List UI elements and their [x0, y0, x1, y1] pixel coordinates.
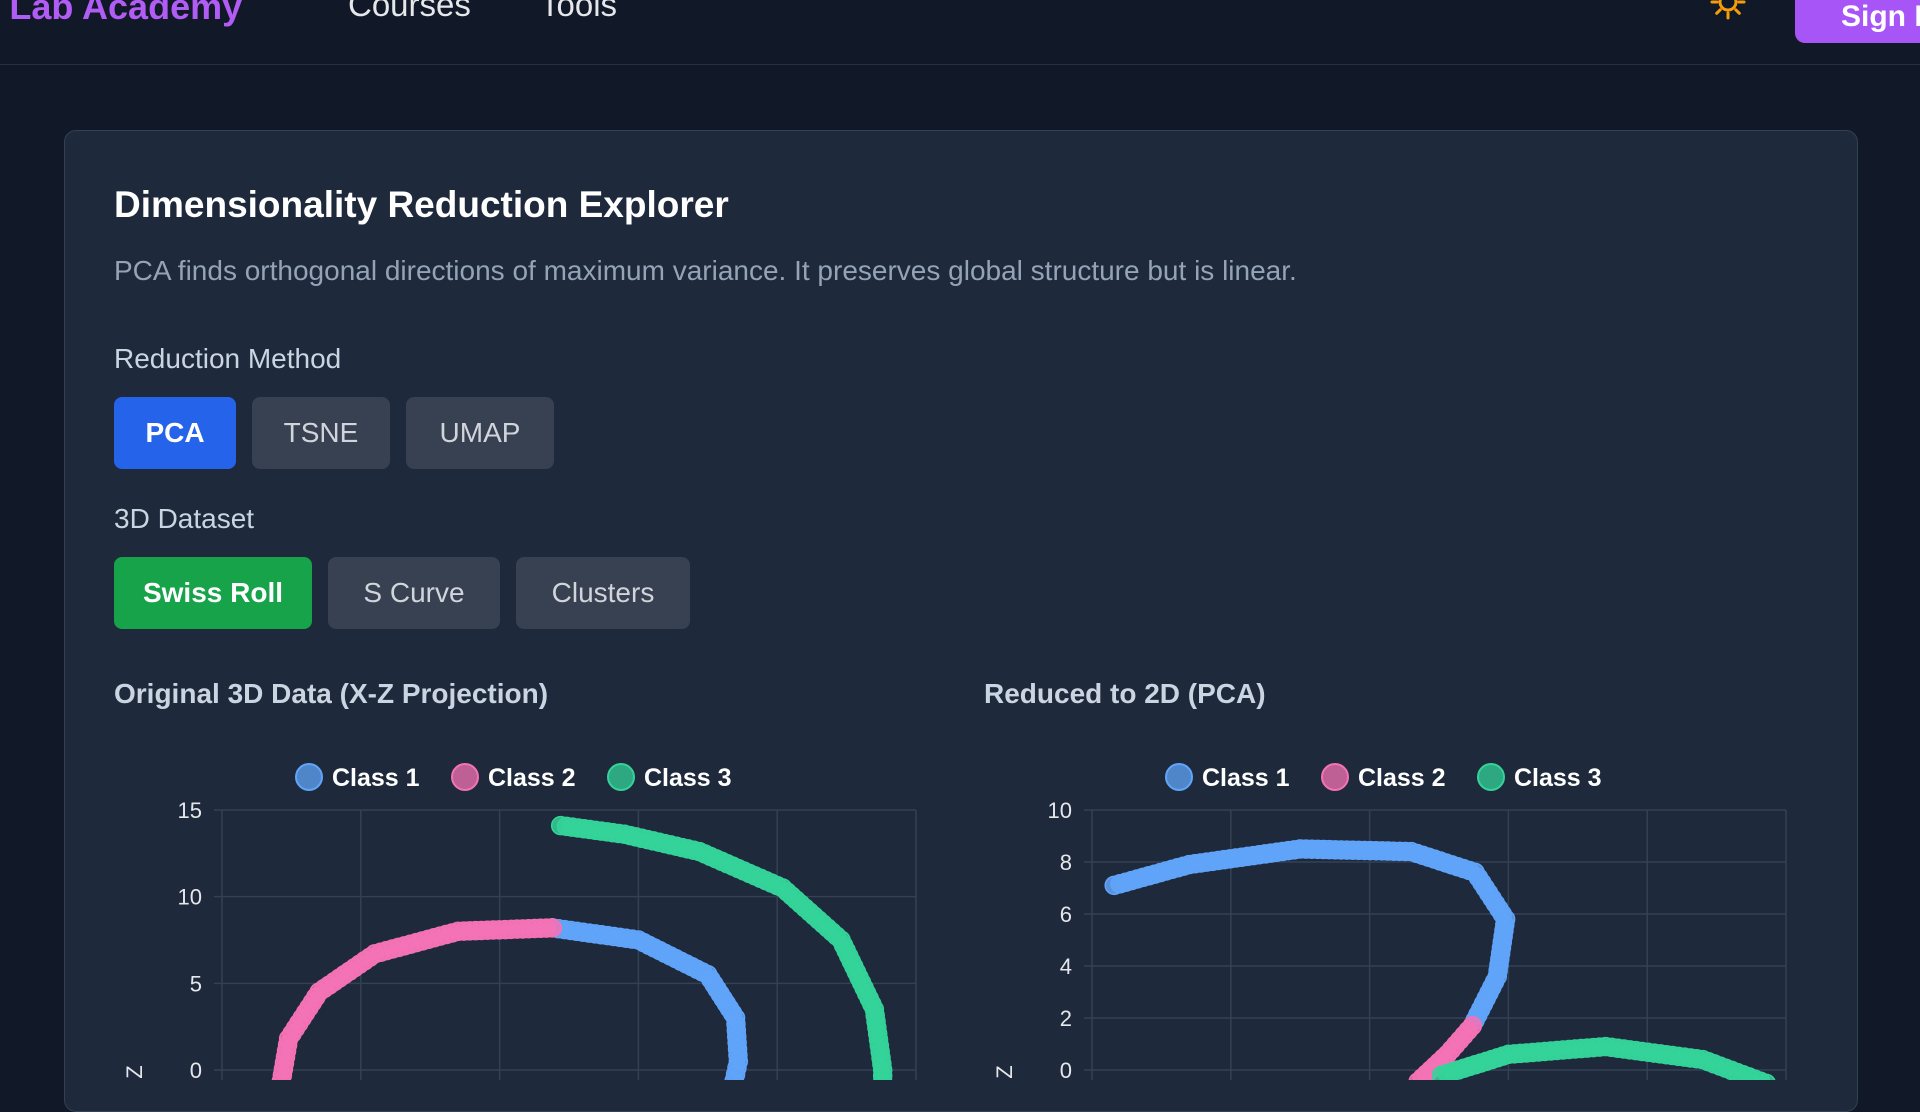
series-class-2: [271, 918, 563, 1080]
legend-swatch: [1477, 763, 1505, 791]
method-button-tsne[interactable]: TSNE: [252, 397, 390, 469]
grid: [214, 809, 917, 1080]
y-tick-label: 6: [1060, 902, 1072, 927]
reduction-method-label: Reduction Method: [114, 343, 342, 374]
y-tick-label: 8: [1060, 850, 1072, 875]
legend-label: Class 1: [1202, 764, 1290, 792]
y-tick-label: 10: [178, 885, 202, 910]
legend-label: Class 2: [488, 764, 576, 792]
y-tick-label: 4: [1060, 954, 1072, 979]
reduced-2d-scatter-chart: 10 8 6 4 2 0 Z Class 1 Class 2 Class 3: [992, 763, 1787, 1080]
legend-label: Class 3: [1514, 764, 1602, 792]
sun-icon: [1710, 0, 1746, 20]
nav-link-courses[interactable]: Courses: [348, 0, 471, 23]
legend-label: Class 1: [332, 764, 420, 792]
y-axis-label: Z: [122, 1065, 147, 1078]
dataset-button-s-curve[interactable]: S Curve: [328, 557, 500, 629]
reduced-chart-title: Reduced to 2D (PCA): [984, 678, 1266, 709]
y-tick-label: 15: [178, 798, 202, 823]
method-description: PCA finds orthogonal directions of maxim…: [114, 255, 1297, 286]
data-point: [1408, 1071, 1428, 1080]
y-tick-label: 5: [190, 971, 202, 996]
legend-label: Class 2: [1358, 764, 1446, 792]
y-tick-label: 0: [190, 1058, 202, 1080]
sign-in-button[interactable]: Sign In: [1795, 0, 1920, 43]
data-point: [271, 1071, 292, 1080]
series-class-1: [542, 918, 749, 1080]
theme-toggle-button[interactable]: [1708, 0, 1748, 22]
y-tick-label: 0: [1060, 1058, 1072, 1080]
method-button-pca[interactable]: PCA: [114, 397, 236, 469]
method-button-umap[interactable]: UMAP: [406, 397, 554, 469]
data-point: [873, 1071, 893, 1080]
dataset-button-swiss-roll[interactable]: Swiss Roll: [114, 557, 312, 629]
legend-label: Class 3: [644, 764, 732, 792]
legend-swatch: [451, 763, 479, 791]
legend-swatch: [1165, 763, 1193, 791]
logo[interactable]: P Lab Academy: [0, 0, 243, 27]
series-class-3: [550, 815, 893, 1080]
original-chart-title: Original 3D Data (X-Z Projection): [114, 678, 549, 709]
series-class-3: [1432, 1036, 1776, 1080]
y-tick-label: 10: [1048, 798, 1072, 823]
data-point: [1757, 1073, 1776, 1080]
legend-swatch: [1321, 763, 1349, 791]
top-nav-bar: P Lab Academy Courses Tools Sign In: [0, 0, 1920, 65]
y-tick-label: 2: [1060, 1006, 1072, 1031]
original-3d-scatter-chart: 15 10 5 0 Z Class 1 Class 2 Class 3: [122, 763, 917, 1080]
data-point: [724, 1071, 744, 1080]
series-class-1: [1104, 839, 1516, 1031]
legend-swatch: [295, 763, 323, 791]
dataset-label: 3D Dataset: [114, 503, 255, 534]
nav-link-tools[interactable]: Tools: [540, 0, 618, 23]
legend-swatch: [607, 763, 635, 791]
dataset-button-clusters[interactable]: Clusters: [516, 557, 690, 629]
page-title: Dimensionality Reduction Explorer: [114, 184, 729, 225]
y-axis-label: Z: [992, 1065, 1017, 1078]
